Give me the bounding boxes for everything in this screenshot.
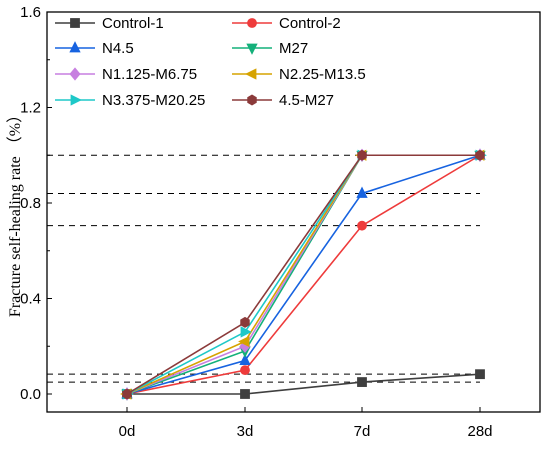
legend-entry: N1.125-M6.75 [55,66,197,83]
data-point [247,18,257,28]
y-tick-label: 0.4 [20,291,41,308]
legend-label: N2.25-M13.5 [279,66,366,83]
data-point [356,186,368,198]
y-axis-title: Fracture self-healing rate （%） [6,107,24,317]
data-point [122,388,132,400]
x-tick-label: 28d [467,423,492,440]
series-n4-5 [121,148,486,399]
y-tick-label: 1.6 [20,4,41,21]
series-line [126,154,480,395]
legend: Control-1 Control-2 N4.5 M27 N1.125-M6.75 N2.… [55,15,366,109]
series-4-5-m27 [122,149,485,400]
series-line [126,154,481,395]
data-point [240,389,250,399]
data-point [240,326,252,338]
data-point [357,149,367,161]
x-tick-label: 0d [119,423,136,440]
data-point [240,316,250,328]
data-point [475,149,485,161]
y-tick-label: 0.0 [20,386,41,403]
legend-entry: M27 [232,40,308,57]
legend-entry: 4.5-M27 [232,92,334,109]
legend-entry: Control-2 [232,15,341,32]
data-point [240,365,250,376]
series-line [126,154,480,395]
x-tick-label: 3d [237,423,254,440]
plot-frame [46,11,541,413]
data-point [70,94,82,106]
series-line [126,154,480,395]
data-point [475,369,485,380]
data-point [357,220,367,231]
data-point [238,335,250,348]
data-point [239,353,251,365]
data-point [70,18,80,28]
legend-entry: N4.5 [55,40,134,57]
data-point [69,67,81,81]
data-point [245,68,257,80]
legend-entry: Control-1 [55,15,164,32]
legend-entry: N2.25-M13.5 [232,66,366,83]
data-point [69,41,81,53]
series-line [126,154,480,395]
legend-label: Control-1 [102,15,164,32]
series-n1-125-m6-75 [121,148,486,401]
legend-label: N4.5 [102,40,134,57]
legend-label: N1.125-M6.75 [102,66,197,83]
y-tick-label: 0.8 [20,195,41,212]
series-line [126,154,481,395]
legend-label: Control-2 [279,15,341,32]
series-control-2 [122,150,485,399]
legend-label: M27 [279,40,308,57]
data-point [246,43,258,55]
axis-ticks: 0.0 0.4 0.8 1.2 1.6 0d 3d 7d 28d [20,4,492,440]
legend-label: N3.375-M20.25 [102,92,205,109]
y-tick-label: 1.2 [20,100,41,117]
data-point [357,377,367,387]
data-point [247,94,257,106]
series-group [120,148,487,401]
series-n2-25-m13-5 [120,149,485,400]
legend-entry: N3.375-M20.25 [55,92,205,109]
x-tick-label: 7d [354,423,371,440]
series-line [126,154,480,395]
legend-label: 4.5-M27 [279,92,334,109]
series-line [127,373,481,395]
